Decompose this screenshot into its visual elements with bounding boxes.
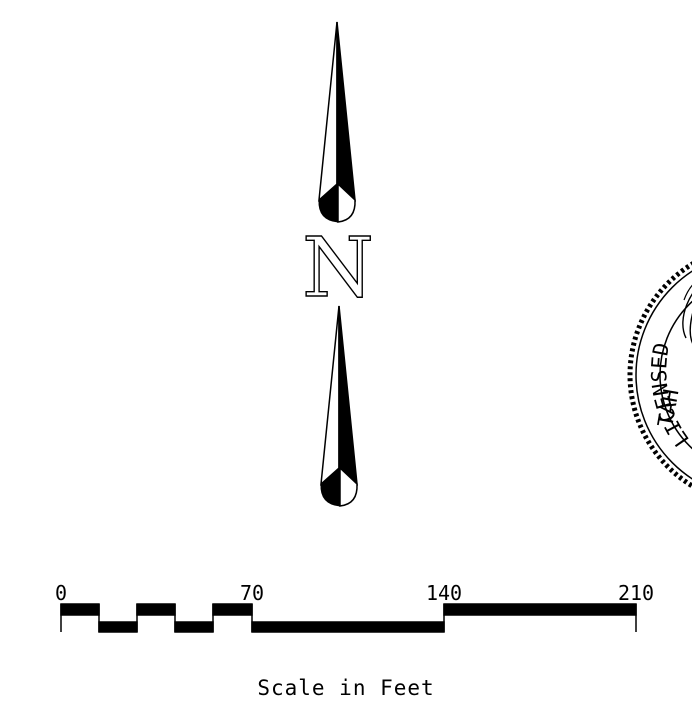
surveyor-seal: LICENSED TAH bbox=[627, 261, 692, 489]
scale-tick-label: 140 bbox=[426, 581, 462, 605]
north-arrow-lower-needle bbox=[320, 305, 358, 507]
north-arrow: N bbox=[301, 21, 375, 507]
scale-caption: Scale in Feet bbox=[257, 676, 435, 700]
scale-tick-label: 210 bbox=[618, 581, 654, 605]
scale-tick-label: 0 bbox=[55, 581, 67, 605]
north-arrow-upper-needle bbox=[318, 21, 356, 223]
seal-signature bbox=[682, 293, 692, 344]
scale-bar: 0 70 140 210 bbox=[55, 581, 654, 633]
scale-tick-label: 70 bbox=[240, 581, 264, 605]
north-letter: N bbox=[302, 221, 374, 316]
scale-bar-segments bbox=[60, 603, 637, 633]
